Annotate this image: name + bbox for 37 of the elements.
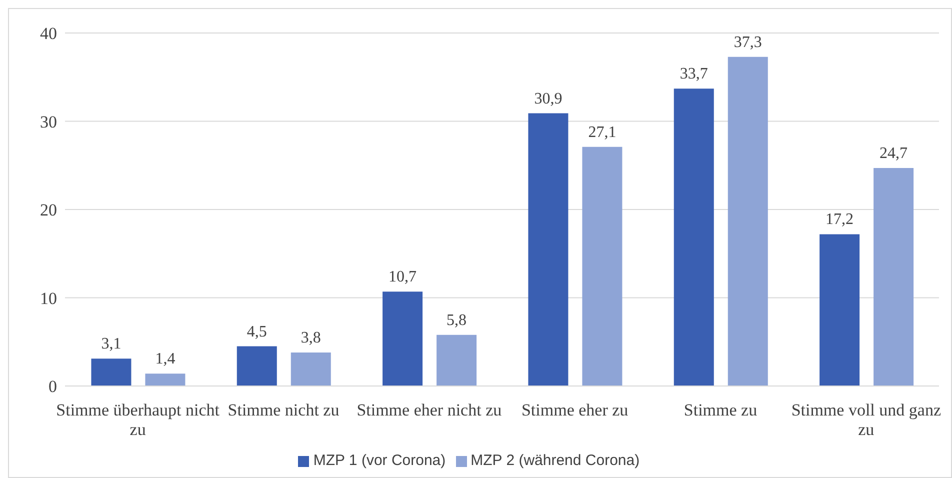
legend-label: MZP 2 (während Corona) [470,452,640,469]
data-label: 10,7 [388,268,417,286]
x-tick-label: Stimme überhaupt nicht zu [56,400,220,439]
bar [290,352,331,386]
y-tick-label: 20 [40,200,57,220]
y-tick-label: 40 [40,24,57,44]
x-tick-label: Stimme voll und ganz zu [791,400,942,439]
data-label: 37,3 [734,34,762,51]
data-label: 1,4 [155,350,176,368]
x-tick-label: Stimme nicht zu [228,400,340,420]
y-tick-label: 0 [48,377,57,396]
data-label: 30,9 [534,90,562,108]
x-tick-label: Stimme zu [684,400,758,420]
data-label: 3,8 [300,329,321,346]
bar [728,56,768,386]
legend-label: MZP 1 (vor Corona) [313,452,446,469]
bar [820,234,860,386]
data-label: 17,2 [826,211,854,228]
bar [582,146,622,386]
bar [236,346,277,386]
bar [874,168,914,386]
bar [382,292,423,386]
bar [436,334,477,386]
bar [91,358,132,386]
bar [528,113,568,386]
y-tick-label: 10 [40,288,57,308]
data-label: 24,7 [880,145,908,162]
x-tick-label: Stimme eher nicht zu [356,400,502,420]
data-label: 3,1 [101,336,122,353]
bar [674,88,714,386]
data-label: 33,7 [680,66,708,83]
data-label: 27,1 [588,124,616,141]
data-label: 5,8 [446,312,467,329]
data-label: 4,5 [246,323,267,340]
y-tick-label: 30 [40,112,57,132]
bar [145,374,186,386]
x-tick-label: Stimme eher zu [521,400,629,420]
